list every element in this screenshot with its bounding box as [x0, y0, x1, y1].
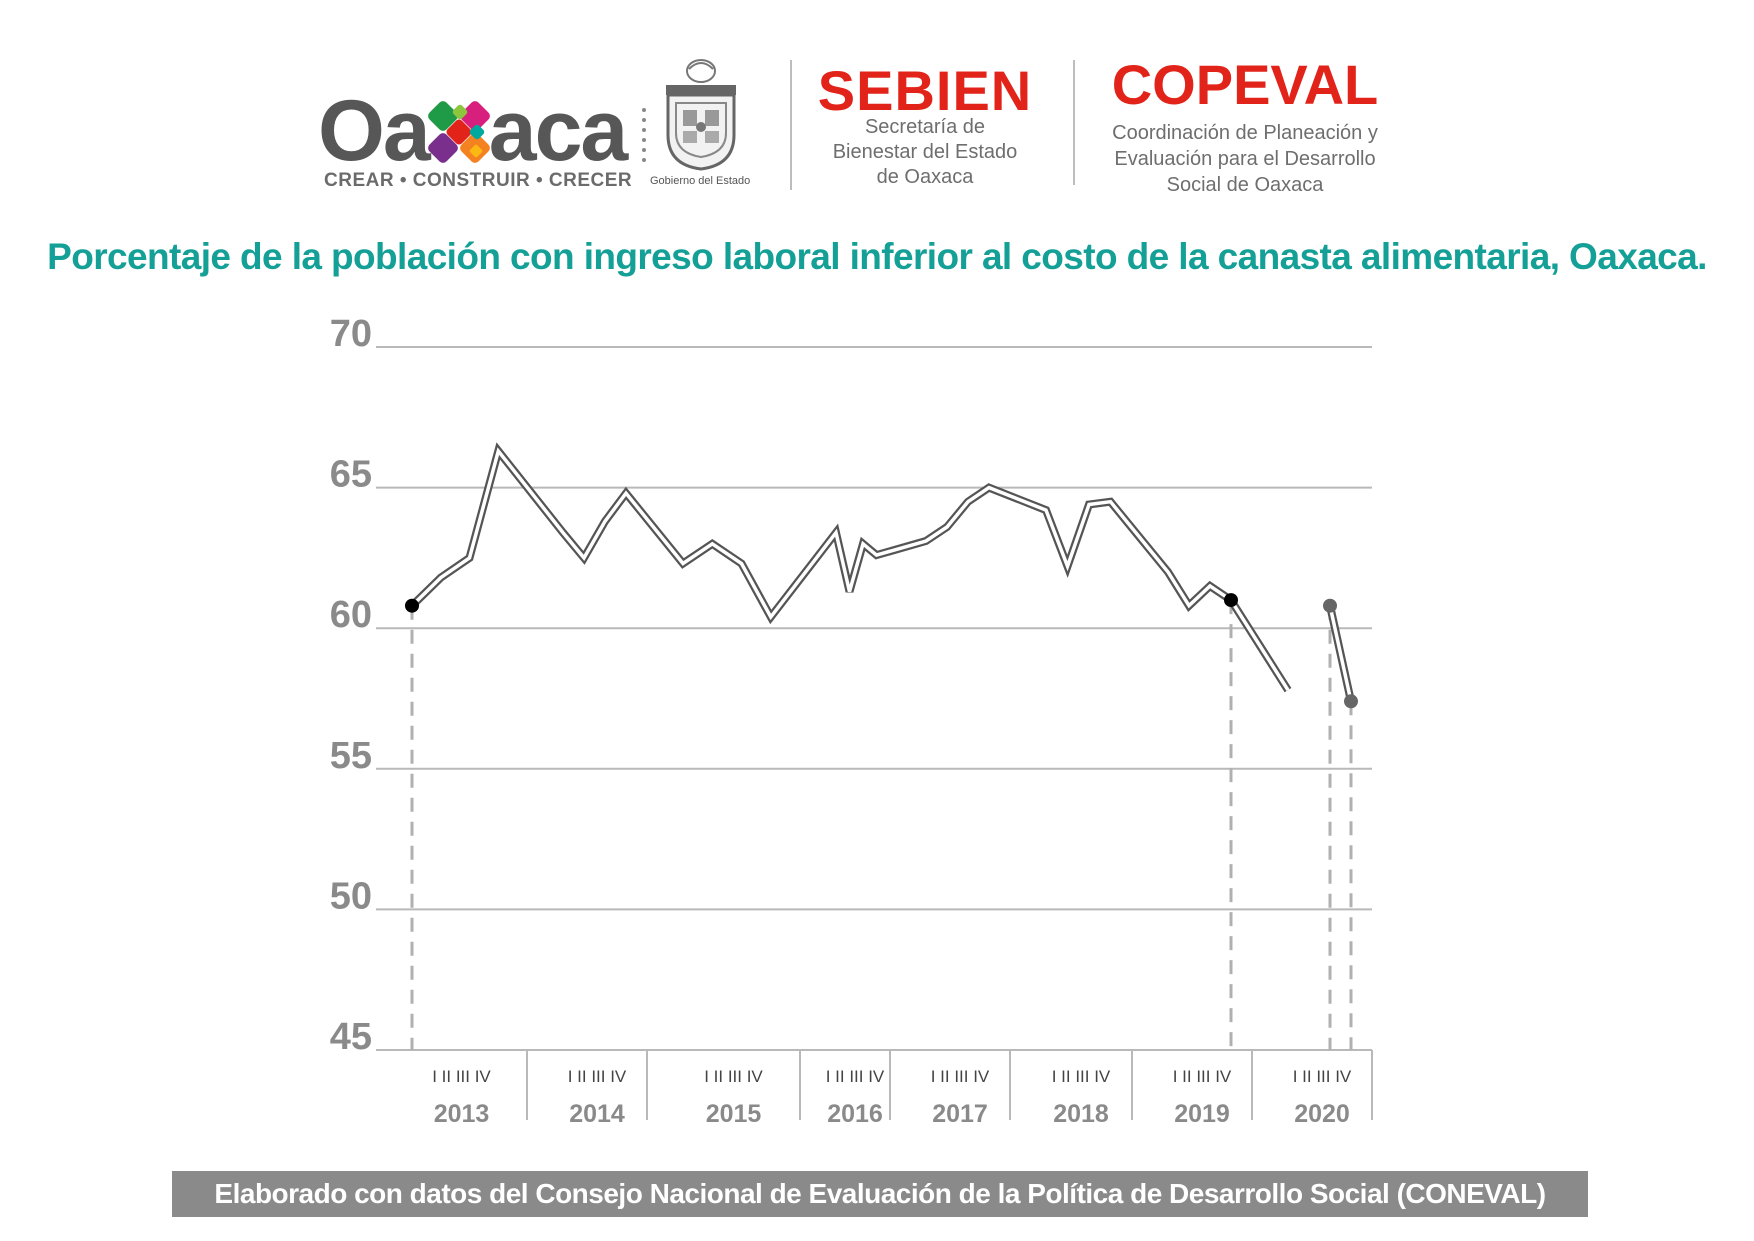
- data-point-marker: [1224, 593, 1238, 608]
- quarter-labels: I II III IV: [1173, 1067, 1232, 1086]
- chart-title: Porcentaje de la población con ingreso l…: [47, 236, 1707, 277]
- reference-dashed-lines: [410, 600, 1353, 1050]
- data-point-marker: [405, 598, 419, 613]
- year-label: 2014: [569, 1100, 625, 1128]
- gobierno-logo: Gobierno del Estado: [650, 55, 756, 190]
- quarter-labels: I II III IV: [1052, 1067, 1111, 1086]
- series-markers: [405, 593, 1358, 709]
- oaxaca-wordmark: Oa aca: [318, 83, 628, 179]
- sebien-subtitle-line: Secretaría de: [864, 116, 986, 138]
- oaxaca-diamond-icon: [427, 101, 490, 163]
- quarter-labels: I II III IV: [704, 1067, 763, 1086]
- y-tick-label: 45: [330, 1016, 372, 1058]
- y-tick-label: 55: [330, 735, 372, 777]
- data-point-marker: [1323, 598, 1337, 613]
- y-tick-label: 60: [330, 594, 372, 636]
- header-divider: [1073, 60, 1075, 185]
- y-axis-ticks: 45 50 55 60 65 70: [330, 313, 372, 1058]
- year-label: 2020: [1294, 1100, 1350, 1128]
- source-note: Elaborado con datos del Consejo Nacional…: [172, 1171, 1588, 1217]
- series-line-inner: [410, 447, 1290, 692]
- quarter-labels: I II III IV: [1293, 1067, 1352, 1086]
- line-chart: 45 50 55 60 65 70 I II III IV 2013 I II III IV 2…: [330, 313, 1373, 1128]
- sebien-title: SEBIEN: [817, 59, 1033, 122]
- copeval-subtitle: Coordinación de Planeación y Evaluación …: [1090, 120, 1400, 198]
- gridlines: [376, 346, 1372, 1051]
- x-axis: I II III IV 2013 I II III IV 2014 I II III I…: [432, 1050, 1373, 1128]
- header-divider: [790, 60, 792, 190]
- oaxaca-slogan: CREAR • CONSTRUIR • CRECER: [324, 170, 633, 191]
- copeval-subtitle-line: Coordinación de Planeación y: [1112, 122, 1378, 144]
- year-label: 2016: [827, 1100, 883, 1128]
- year-label: 2013: [434, 1100, 490, 1128]
- y-tick-label: 65: [330, 454, 372, 496]
- quarter-labels: I II III IV: [931, 1067, 990, 1086]
- year-label: 2019: [1174, 1100, 1230, 1128]
- oaxaca-logo: Oa aca CREAR • CONSTRUIR • CRECER: [318, 88, 632, 198]
- dotted-separator: [640, 108, 648, 168]
- sebien-subtitle-line: Bienestar del Estado: [832, 141, 1018, 163]
- series-lines: [409, 442, 1355, 703]
- y-tick-label: 70: [330, 313, 372, 355]
- header: Oa aca CREAR • CONSTRUIR • CRECER: [0, 0, 1754, 215]
- year-label: 2015: [706, 1100, 762, 1128]
- coat-of-arms-icon: [666, 59, 736, 171]
- gobierno-caption: Gobierno del Estado: [650, 175, 751, 187]
- sebien-subtitle: Secretaría de Bienestar del Estado de Oa…: [800, 115, 1050, 190]
- y-tick-label: 50: [330, 875, 372, 917]
- series-line-inner: [1328, 605, 1353, 702]
- copeval-subtitle-line: Evaluación para el Desarrollo: [1114, 148, 1376, 170]
- copeval-subtitle-line: Social de Oaxaca: [1166, 174, 1324, 196]
- year-label: 2017: [932, 1100, 988, 1128]
- sebien-subtitle-line: de Oaxaca: [876, 166, 974, 188]
- quarter-labels: I II III IV: [432, 1067, 491, 1086]
- data-point-marker: [1344, 694, 1358, 709]
- quarter-labels: I II III IV: [568, 1067, 627, 1086]
- quarter-labels: I II III IV: [826, 1067, 885, 1086]
- year-label: 2018: [1053, 1100, 1109, 1128]
- copeval-title: COPEVAL: [1111, 53, 1379, 116]
